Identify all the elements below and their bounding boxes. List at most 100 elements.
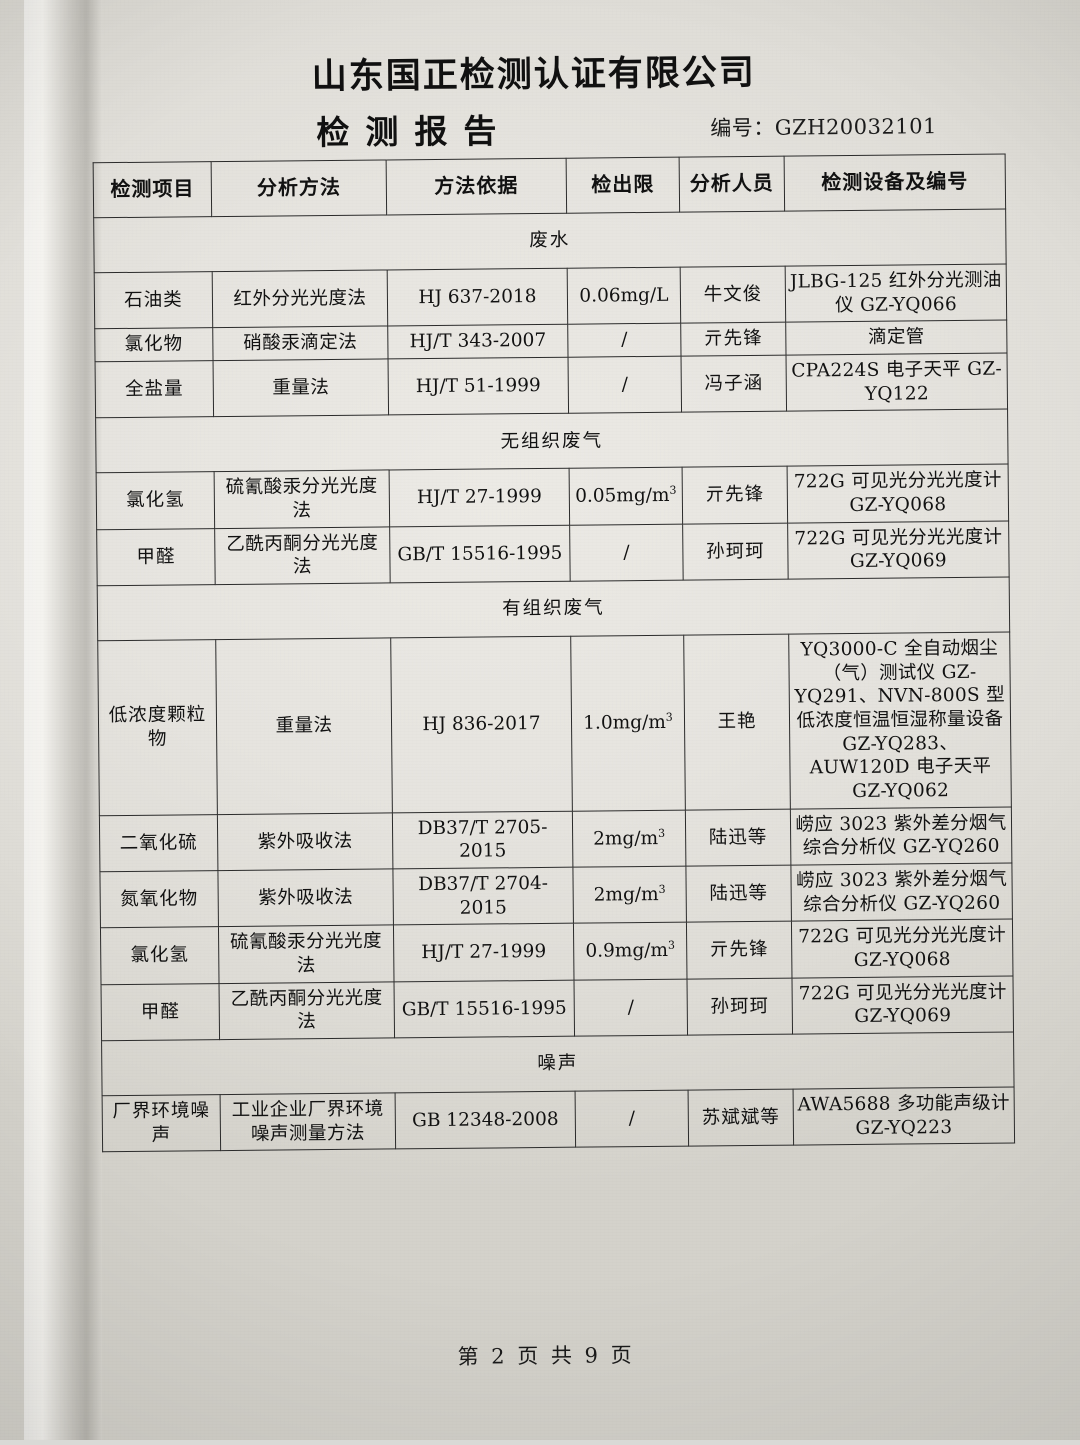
table-row: 低浓度颗粒物 重量法 HJ 836-2017 1.0mg/m3 王艳 YQ3000-C 全… — [97, 632, 1012, 816]
cell-method: 工业企业厂界环境噪声测量方法 — [220, 1093, 396, 1152]
cell-analyst: 牛文俊 — [680, 266, 786, 324]
cell-item: 低浓度颗粒物 — [97, 639, 218, 816]
cell-standard: HJ 836-2017 — [390, 636, 573, 813]
cell-method: 紫外吸收法 — [217, 869, 394, 928]
table-header-row: 检测项目 分析方法 方法依据 检出限 分析人员 检测设备及编号 — [93, 154, 1006, 218]
cell-analyst: 苏斌斌等 — [688, 1089, 794, 1147]
page-title: 检测报告 — [316, 111, 513, 153]
section-row: 噪声 — [101, 1032, 1015, 1096]
cell-equipment: YQ3000-C 全自动烟尘（气）测试仪 GZ-YQ291、NVN-800S 型… — [788, 632, 1012, 809]
cell-method: 乙酰丙酮分光光度法 — [219, 981, 395, 1040]
cell-analyst: 孙珂珂 — [682, 522, 789, 581]
cell-standard: HJ 637-2018 — [387, 268, 568, 327]
column-header-equipment: 检测设备及编号 — [784, 154, 1006, 212]
table-row: 全盐量 重量法 HJ/T 51-1999/冯子涵 CPA224S 电子天平 GZ-YQ… — [95, 353, 1008, 419]
section-row: 无组织废气 — [95, 409, 1009, 474]
cell-method: 重量法 — [213, 358, 389, 417]
test-items-table: 检测项目 分析方法 方法依据 检出限 分析人员 检测设备及编号 废水 石油类 红外分… — [93, 154, 1015, 1153]
cell-equipment: CPA224S 电子天平 GZ-YQ122 — [786, 353, 1008, 412]
cell-equipment: 722G 可见光分光光度计 GZ-YQ069 — [791, 975, 1014, 1035]
cell-analyst: 冯子涵 — [681, 355, 787, 413]
cell-item: 全盐量 — [95, 360, 214, 419]
cell-standard: DB37/T 2705-2015 — [392, 810, 573, 870]
report-number: 编号：GZH20032101 — [710, 114, 938, 141]
cell-standard: GB/T 15516-1995 — [394, 979, 575, 1039]
cell-analyst: 孙珂珂 — [686, 977, 793, 1036]
section-row: 有组织废气 — [97, 577, 1010, 641]
section-row: 废水 — [93, 209, 1007, 273]
cell-lod: 0.9mg/m3 — [573, 922, 687, 980]
cell-method: 红外分光光度法 — [212, 269, 388, 328]
section-title: 无组织废气 — [95, 409, 1009, 474]
cell-lod: 0.05mg/m3 — [569, 467, 683, 525]
column-header-standard: 方法依据 — [386, 158, 567, 215]
table-body: 废水 石油类 红外分光光度法 HJ 637-2018 0.06mg/L 牛文俊 JLBG-1… — [93, 209, 1015, 1153]
cell-standard: HJ/T 27-1999 — [393, 923, 574, 982]
cell-equipment: 722G 可见光分光光度计 GZ-YQ069 — [787, 520, 1010, 580]
cell-standard: DB37/T 2704-2015 — [392, 867, 574, 926]
column-header-analyst: 分析人员 — [679, 156, 785, 213]
cell-lod: 1.0mg/m3 — [570, 635, 686, 811]
column-header-item: 检测项目 — [93, 161, 212, 218]
cell-equipment: 崂应 3023 紫外差分烟气综合分析仪 GZ-YQ260 — [790, 806, 1012, 866]
cell-method: 硫氰酸汞分光光度法 — [218, 925, 395, 984]
cell-equipment: 722G 可见光分光光度计 GZ-YQ068 — [791, 919, 1013, 978]
section-title: 有组织废气 — [97, 577, 1010, 641]
cell-equipment: 722G 可见光分光光度计 GZ-YQ068 — [787, 464, 1009, 523]
cell-method: 硫氰酸汞分光光度法 — [214, 470, 390, 529]
cell-standard: GB/T 15516-1995 — [389, 524, 571, 583]
cell-equipment: JLBG-125 红外分光测油仪 GZ-YQ066 — [785, 264, 1007, 323]
cell-item: 氯化氢 — [100, 927, 220, 985]
cell-item: 甲醛 — [96, 528, 216, 586]
table-row: 二氧化硫 紫外吸收法 DB37/T 2705-2015 2mg/m3 陆迅等 崂应 302… — [99, 806, 1012, 872]
cell-standard: GB 12348-2008 — [395, 1091, 576, 1150]
cell-analyst: 陆迅等 — [685, 808, 791, 867]
cell-analyst: 亓先锋 — [680, 322, 787, 357]
section-title: 废水 — [93, 209, 1007, 273]
cell-lod: 2mg/m3 — [572, 809, 686, 868]
cell-standard: HJ/T 27-1999 — [389, 468, 570, 527]
column-header-method: 分析方法 — [211, 159, 387, 217]
table-row: 甲醛 乙酰丙酮分光光度法 GB/T 15516-1995/孙珂珂 722G 可见光分光… — [101, 975, 1014, 1041]
cell-item: 厂界环境噪声 — [102, 1094, 221, 1153]
cell-method: 硝酸汞滴定法 — [212, 326, 389, 361]
table-row: 厂界环境噪声 工业企业厂界环境噪声测量方法 GB 12348-2008/苏斌斌等 AW… — [102, 1087, 1015, 1153]
cell-lod: / — [568, 356, 682, 414]
cell-equipment: AWA5688 多功能声级计 GZ-YQ223 — [793, 1087, 1015, 1146]
cell-item: 甲醛 — [101, 983, 220, 1041]
cell-lod: 0.06mg/L — [567, 267, 681, 325]
table-row: 氯化氢 硫氰酸汞分光光度法 HJ/T 27-1999 0.9mg/m3 亓先锋 722G … — [100, 919, 1013, 985]
cell-method: 重量法 — [215, 637, 393, 815]
column-header-lod: 检出限 — [566, 157, 680, 214]
cell-method: 紫外吸收法 — [217, 812, 393, 871]
cell-standard: HJ/T 343-2007 — [387, 324, 569, 359]
cell-lod: / — [575, 1090, 689, 1148]
table-header: 检测项目 分析方法 方法依据 检出限 分析人员 检测设备及编号 — [93, 154, 1006, 218]
cell-lod: 2mg/m3 — [572, 866, 687, 924]
company-name: 山东国正检测认证有限公司 — [311, 51, 756, 98]
cell-item: 石油类 — [94, 271, 213, 330]
page-footer: 第 2 页 共 9 页 — [457, 1343, 635, 1369]
cell-method: 乙酰丙酮分光光度法 — [214, 526, 391, 585]
section-title: 噪声 — [101, 1032, 1015, 1096]
table-row: 石油类 红外分光光度法 HJ 637-2018 0.06mg/L 牛文俊 JLBG-125… — [94, 264, 1007, 330]
cell-analyst: 亓先锋 — [682, 466, 788, 524]
cell-equipment: 崂应 3023 紫外差分烟气综合分析仪 GZ-YQ260 — [790, 863, 1013, 922]
table-row: 氮氧化物 紫外吸收法 DB37/T 2704-2015 2mg/m3 陆迅等 崂应 302… — [99, 863, 1013, 929]
cell-standard: HJ/T 51-1999 — [388, 357, 569, 416]
cell-item: 二氧化硫 — [99, 814, 218, 872]
cell-item: 氯化氢 — [96, 471, 215, 530]
cell-analyst: 王艳 — [683, 634, 791, 810]
cell-item: 氮氧化物 — [99, 870, 219, 929]
cell-item: 氯化物 — [94, 327, 214, 362]
cell-analyst: 陆迅等 — [685, 865, 792, 923]
cell-lod: / — [567, 323, 682, 358]
cell-lod: / — [573, 978, 688, 1037]
table-row: 氯化氢 硫氰酸汞分光光度法 HJ/T 27-1999 0.05mg/m3 亓先锋 722G… — [96, 464, 1009, 530]
cell-lod: / — [569, 523, 684, 582]
cell-equipment: 滴定管 — [785, 320, 1007, 356]
cell-analyst: 亓先锋 — [686, 921, 792, 979]
table-row: 甲醛 乙酰丙酮分光光度法 GB/T 15516-1995/孙珂珂 722G 可见光分光… — [96, 520, 1010, 586]
